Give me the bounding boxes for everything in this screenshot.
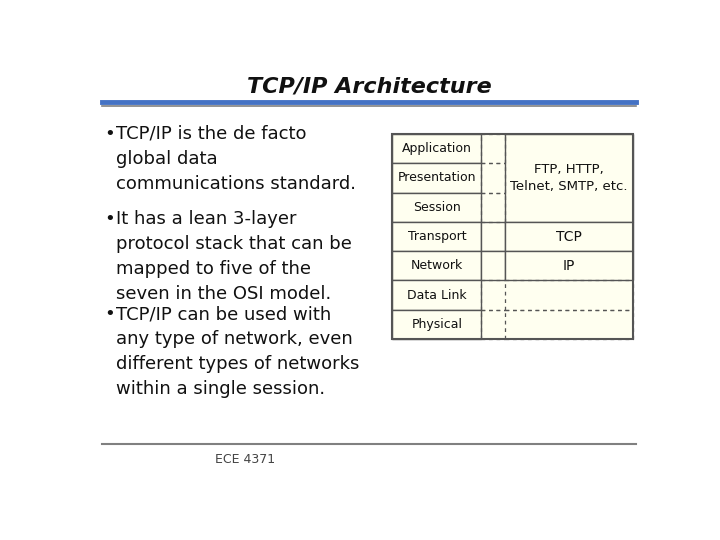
Text: It has a lean 3-layer
protocol stack that can be
mapped to five of the
seven in : It has a lean 3-layer protocol stack tha… (117, 210, 352, 302)
Bar (392, 164, 482, 193)
Text: TCP/IP is the de facto
global data
communications standard.: TCP/IP is the de facto global data commu… (117, 125, 356, 193)
Bar (505, 134, 632, 222)
Bar (392, 251, 482, 280)
Bar (392, 222, 482, 251)
Text: Presentation: Presentation (397, 172, 476, 185)
Text: TCP/IP Architecture: TCP/IP Architecture (247, 76, 491, 96)
Text: TCP: TCP (556, 230, 582, 244)
Text: IP: IP (562, 259, 575, 273)
Text: •: • (104, 305, 114, 323)
Text: Physical: Physical (411, 318, 462, 331)
Bar (482, 251, 505, 280)
Text: TCP/IP can be used with
any type of network, even
different types of networks
wi: TCP/IP can be used with any type of netw… (117, 305, 360, 398)
Text: FTP, HTTP,
Telnet, SMTP, etc.: FTP, HTTP, Telnet, SMTP, etc. (510, 163, 627, 193)
Text: Data Link: Data Link (407, 288, 467, 301)
Text: Network: Network (410, 259, 463, 272)
Text: Transport: Transport (408, 230, 466, 243)
Text: Session: Session (413, 201, 461, 214)
Bar (482, 222, 505, 251)
Text: Application: Application (402, 142, 472, 155)
Bar (392, 280, 482, 309)
Bar (392, 134, 482, 164)
Bar (505, 222, 632, 251)
Bar (505, 251, 632, 280)
Bar (392, 134, 632, 339)
Text: •: • (104, 125, 114, 143)
Text: •: • (104, 210, 114, 227)
Text: ECE 4371: ECE 4371 (215, 453, 275, 465)
Bar (392, 193, 482, 222)
Bar (392, 309, 482, 339)
Bar (392, 134, 632, 339)
